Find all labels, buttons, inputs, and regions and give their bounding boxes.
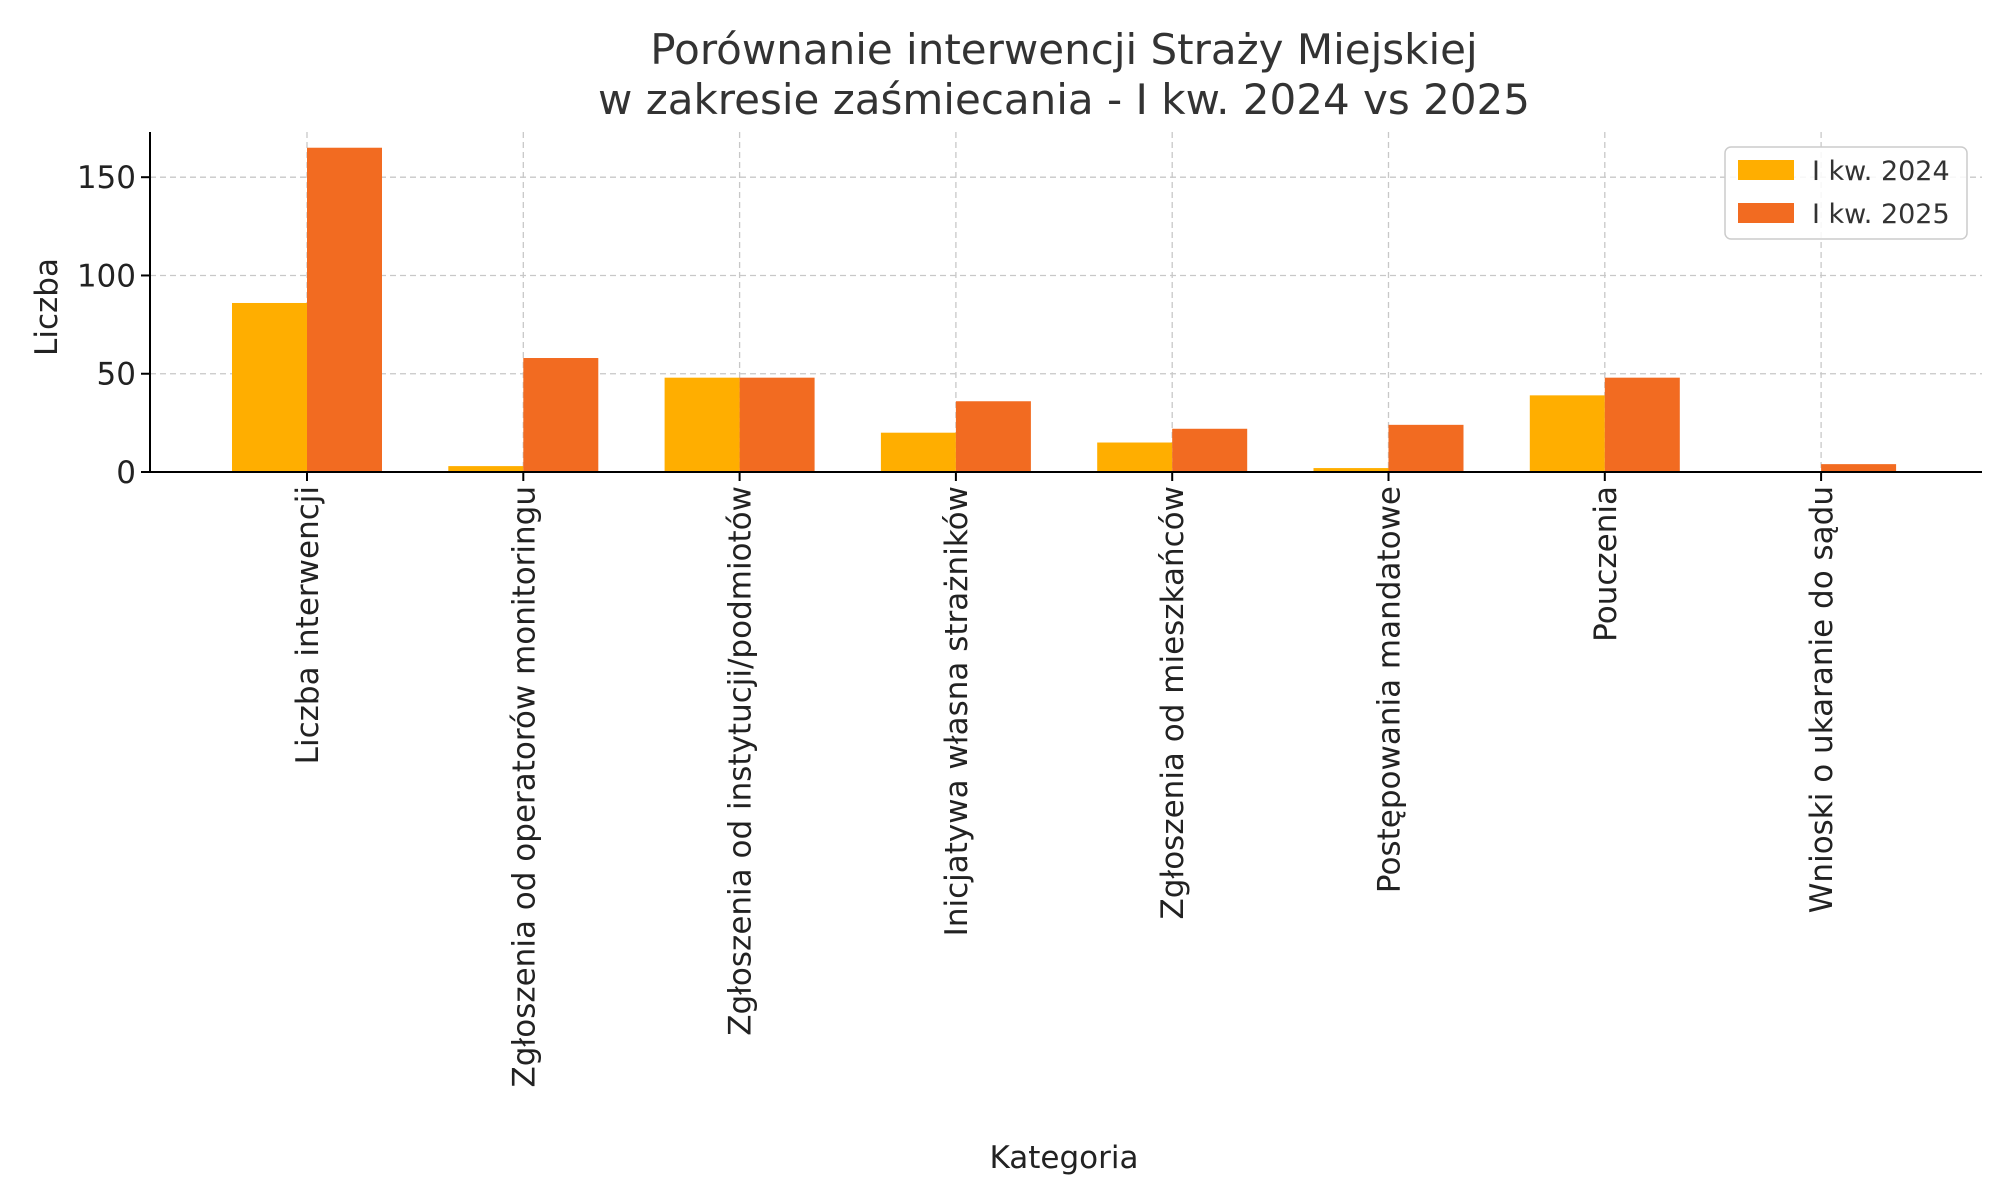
bar-2025-2	[739, 377, 815, 472]
y-tick-label: 100	[77, 258, 136, 294]
legend-label-1: I kw. 2025	[1812, 199, 1950, 230]
bar-2024-2	[664, 377, 740, 472]
chart-title-line-1: Porównanie interwencji Straży Miejskiej	[650, 25, 1477, 74]
bar-2024-0	[232, 302, 307, 472]
x-axis-label: Kategoria	[989, 1140, 1138, 1176]
legend-swatch-1	[1738, 203, 1794, 223]
bar-2025-0	[307, 147, 382, 473]
x-tick-label: Zgłoszenia od operatorów monitoringu	[506, 486, 542, 1088]
legend-label-0: I kw. 2024	[1812, 156, 1950, 187]
bar-2024-6	[1529, 395, 1605, 472]
chart-title: Porównanie interwencji Straży Miejskiej …	[598, 25, 1530, 124]
bar-2025-1	[523, 358, 599, 472]
bars	[232, 147, 1897, 473]
x-tick-label: Pouczenia	[1588, 486, 1624, 642]
y-tick-label: 50	[97, 357, 136, 393]
legend: I kw. 2024 I kw. 2025	[1724, 146, 1968, 240]
x-ticks: Liczba interwencji Zgłoszenia od operator…	[290, 472, 1840, 1088]
bar-2025-6	[1604, 377, 1680, 472]
x-tick-label: Liczba interwencji	[290, 486, 326, 764]
y-tick-label: 150	[77, 160, 136, 196]
x-tick-label: Zgłoszenia od instytucji/podmiotów	[723, 486, 759, 1036]
bar-2025-7	[1821, 464, 1897, 472]
x-tick-label: Zgłoszenia od mieszkańców	[1155, 486, 1191, 920]
legend-swatch-0	[1738, 160, 1794, 180]
chart-title-line-2: w zakresie zaśmiecania - I kw. 2024 vs 2…	[598, 75, 1530, 124]
x-tick-label: Inicjatywa własna strażników	[939, 486, 975, 936]
gridlines	[150, 132, 1982, 473]
bar-2025-3	[955, 401, 1031, 472]
bar-2024-3	[880, 432, 956, 472]
bar-2024-4	[1097, 442, 1173, 472]
y-ticks: 0 50 100 150	[77, 160, 150, 491]
x-tick-label: Postępowania mandatowe	[1372, 486, 1408, 893]
y-axis-label: Liczba	[29, 258, 65, 356]
bar-2025-5	[1388, 424, 1464, 472]
bar-2024-5	[1313, 468, 1389, 472]
y-tick-label: 0	[116, 455, 136, 491]
x-tick-label: Wnioski o ukaranie do sądu	[1804, 486, 1840, 913]
bar-2024-1	[448, 466, 524, 472]
axes	[149, 132, 1982, 473]
bar-2025-4	[1172, 428, 1248, 472]
